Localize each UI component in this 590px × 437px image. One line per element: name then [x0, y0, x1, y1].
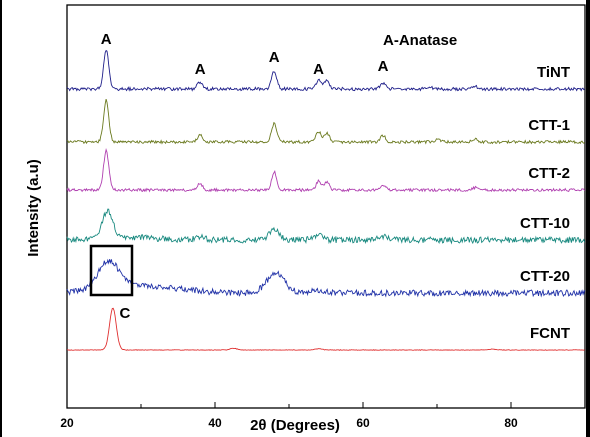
peak-marker-layer: A A A A A C	[101, 31, 389, 322]
peak-marker-a: A	[101, 31, 112, 48]
legend-text: A-Anatase	[383, 32, 457, 49]
plot-frame	[66, 4, 586, 409]
right-border	[586, 0, 590, 437]
series-line-ctt-20	[66, 258, 586, 298]
x-axis-title: 2θ (Degrees)	[250, 417, 340, 434]
series-line-ctt-1	[66, 98, 585, 145]
series-line-fcnt	[66, 307, 585, 351]
peak-marker-a: A	[378, 58, 389, 75]
series-label-tint: TiNT	[537, 64, 570, 81]
x-tick-label: 20	[60, 416, 74, 430]
series-line-tint	[66, 49, 585, 92]
series-line-ctt-10	[66, 208, 586, 245]
peak-marker-c: C	[119, 305, 130, 322]
peak-marker-a: A	[313, 61, 324, 78]
left-border	[0, 0, 2, 437]
x-tick-label: 80	[504, 416, 518, 430]
y-axis-title: Intensity (a.u)	[25, 159, 42, 257]
series-label-ctt-2: CTT-2	[528, 165, 570, 182]
series-label-ctt-20: CTT-20	[520, 268, 570, 285]
x-tick-layer: 20 40 60 80	[60, 402, 518, 430]
x-tick-label: 60	[356, 416, 370, 430]
series-label-ctt-1: CTT-1	[528, 117, 570, 134]
peak-marker-a: A	[269, 49, 280, 66]
series-label-layer: TiNT CTT-1 CTT-2 CTT-10 CTT-20 FCNT	[520, 64, 570, 342]
series-layer	[66, 49, 586, 351]
highlight-box	[89, 244, 134, 297]
x-tick-label: 40	[208, 416, 222, 430]
series-label-fcnt: FCNT	[530, 325, 570, 342]
series-line-ctt-2	[66, 147, 586, 193]
peak-marker-a: A	[195, 61, 206, 78]
series-label-ctt-10: CTT-10	[520, 215, 570, 232]
